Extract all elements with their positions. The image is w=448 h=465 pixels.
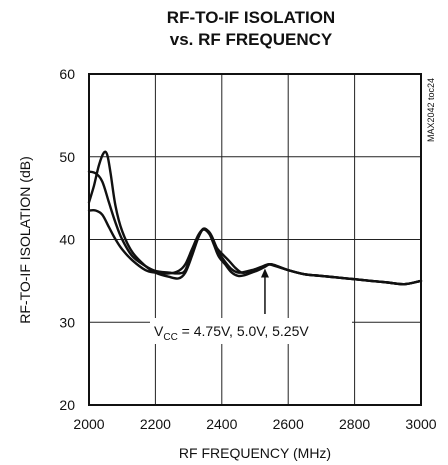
x-tick-label-2000: 2000 bbox=[73, 416, 104, 432]
annotation-subscript: CC bbox=[163, 332, 177, 343]
y-tick-labels: 20 30 40 50 60 bbox=[59, 66, 75, 413]
series-line-3 bbox=[87, 208, 423, 286]
chart-title-line-1: RF-TO-IF ISOLATION bbox=[167, 8, 335, 27]
annotation-v: V bbox=[154, 323, 164, 339]
grid-lines bbox=[89, 74, 421, 405]
x-tick-label-3000: 3000 bbox=[405, 416, 436, 432]
x-axis-label: RF FREQUENCY (MHz) bbox=[179, 445, 331, 461]
figure-code: MAX2042 toc24 bbox=[426, 78, 436, 142]
annotation: VCC = 4.75V, 5.0V, 5.25V bbox=[150, 268, 352, 344]
series-line-2 bbox=[87, 170, 423, 286]
x-tick-label-2600: 2600 bbox=[273, 416, 304, 432]
y-tick-label-40: 40 bbox=[59, 232, 75, 248]
x-tick-label-2800: 2800 bbox=[339, 416, 370, 432]
x-tick-labels: 2000 2200 2400 2600 2800 3000 bbox=[73, 416, 436, 432]
annotation-values: = 4.75V, 5.0V, 5.25V bbox=[178, 323, 310, 339]
series-layer bbox=[87, 150, 423, 286]
annotation-background bbox=[150, 318, 352, 344]
y-tick-label-30: 30 bbox=[59, 314, 75, 330]
y-tick-label-20: 20 bbox=[59, 397, 75, 413]
y-tick-label-60: 60 bbox=[59, 66, 75, 82]
y-tick-label-50: 50 bbox=[59, 149, 75, 165]
x-tick-label-2200: 2200 bbox=[140, 416, 171, 432]
x-tick-label-2400: 2400 bbox=[206, 416, 237, 432]
y-axis-label: RF-TO-IF ISOLATION (dB) bbox=[17, 156, 33, 324]
annotation-text: VCC = 4.75V, 5.0V, 5.25V bbox=[154, 323, 309, 343]
plot-frame bbox=[88, 73, 422, 406]
chart-title-line-2: vs. RF FREQUENCY bbox=[170, 30, 333, 49]
annotation-arrow-head bbox=[260, 268, 269, 278]
